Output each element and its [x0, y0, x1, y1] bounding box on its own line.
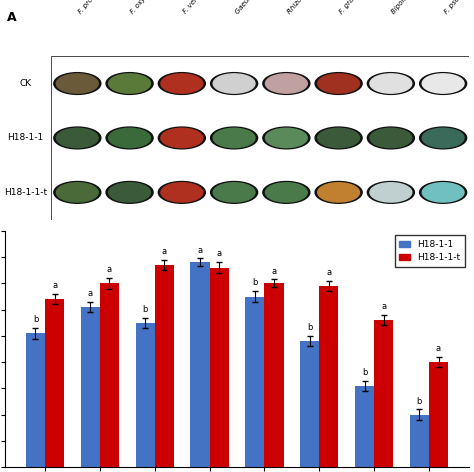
Text: F. oxysporium: F. oxysporium [129, 0, 165, 15]
Circle shape [158, 182, 205, 203]
Circle shape [422, 128, 464, 148]
Circle shape [422, 183, 464, 202]
Text: a: a [107, 265, 112, 274]
Circle shape [109, 74, 150, 93]
Circle shape [106, 73, 153, 94]
Bar [264, 283, 283, 467]
Text: A: A [7, 11, 17, 24]
Circle shape [318, 74, 359, 93]
Bar [319, 286, 338, 467]
Text: b: b [252, 278, 257, 287]
Circle shape [54, 73, 101, 94]
Text: b: b [307, 323, 312, 332]
Text: H18-1-1-t: H18-1-1-t [4, 188, 47, 197]
Circle shape [422, 74, 464, 93]
Circle shape [54, 182, 101, 203]
Circle shape [109, 183, 150, 202]
Bar [45, 299, 64, 467]
Bar [374, 320, 393, 467]
Bar [26, 333, 45, 467]
Text: a: a [436, 344, 441, 353]
Bar [410, 415, 429, 467]
Text: Gaeumanomyces graminis: Gaeumanomyces graminis [234, 0, 299, 15]
Circle shape [263, 182, 310, 203]
Circle shape [367, 73, 414, 94]
Circle shape [161, 128, 203, 148]
Circle shape [265, 128, 307, 148]
Circle shape [318, 128, 359, 148]
Text: a: a [52, 281, 57, 290]
Text: a: a [197, 245, 202, 254]
Circle shape [318, 183, 359, 202]
Circle shape [56, 128, 98, 148]
Text: b: b [143, 304, 148, 313]
Circle shape [315, 127, 362, 149]
Circle shape [419, 182, 466, 203]
Circle shape [210, 73, 257, 94]
Circle shape [213, 128, 255, 148]
Text: a: a [162, 247, 167, 256]
Circle shape [213, 74, 255, 93]
Bar [210, 268, 229, 467]
Text: a: a [326, 268, 331, 277]
Bar [191, 262, 210, 467]
Text: b: b [362, 368, 367, 377]
Circle shape [315, 73, 362, 94]
Circle shape [210, 182, 257, 203]
Circle shape [367, 127, 414, 149]
Bar [300, 341, 319, 467]
Circle shape [109, 128, 150, 148]
Circle shape [54, 127, 101, 149]
Bar [245, 296, 264, 467]
Circle shape [56, 183, 98, 202]
Text: a: a [272, 267, 277, 276]
Bar [81, 307, 100, 467]
Circle shape [419, 127, 466, 149]
Text: a: a [217, 250, 222, 259]
Bar [355, 386, 374, 467]
Text: F. proliferatum: F. proliferatum [77, 0, 115, 15]
Text: Rhizoctonia spp: Rhizoctonia spp [286, 0, 327, 15]
Circle shape [106, 127, 153, 149]
Circle shape [56, 74, 98, 93]
Circle shape [158, 73, 205, 94]
Text: b: b [33, 315, 38, 324]
Text: H18-1-1: H18-1-1 [8, 134, 44, 143]
Bar [136, 323, 155, 467]
Text: F. pseudograminearum: F. pseudograminearum [443, 0, 474, 15]
Text: Bipolaris sorokiniana: Bipolaris sorokiniana [391, 0, 442, 15]
Bar [155, 265, 174, 467]
Text: F. graminearum: F. graminearum [338, 0, 379, 15]
Circle shape [210, 127, 257, 149]
Text: a: a [88, 289, 93, 298]
Circle shape [265, 183, 307, 202]
Circle shape [161, 183, 203, 202]
Circle shape [265, 74, 307, 93]
Circle shape [367, 182, 414, 203]
Circle shape [315, 182, 362, 203]
Text: b: b [417, 396, 422, 405]
Legend: H18-1-1, H18-1-1-t: H18-1-1, H18-1-1-t [394, 236, 465, 267]
Circle shape [370, 183, 412, 202]
Circle shape [419, 73, 466, 94]
Circle shape [370, 74, 412, 93]
Circle shape [213, 183, 255, 202]
Circle shape [263, 127, 310, 149]
Circle shape [263, 73, 310, 94]
Circle shape [158, 127, 205, 149]
Bar [429, 362, 448, 467]
Text: F. verticilliode: F. verticilliode [182, 0, 218, 15]
Text: CK: CK [19, 79, 32, 88]
Circle shape [161, 74, 203, 93]
Circle shape [370, 128, 412, 148]
Circle shape [106, 182, 153, 203]
Bar [100, 283, 119, 467]
Text: a: a [381, 302, 386, 311]
